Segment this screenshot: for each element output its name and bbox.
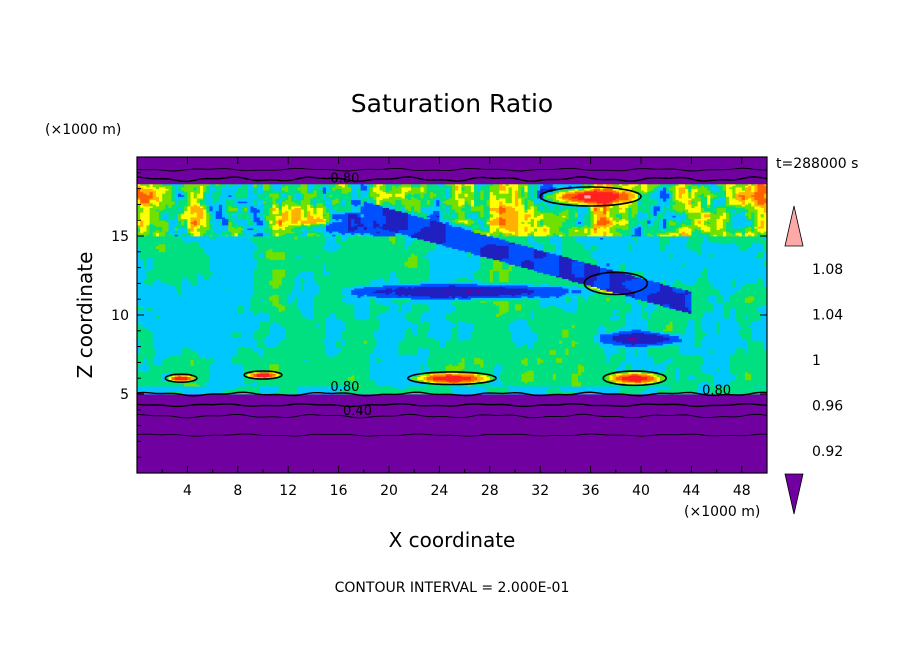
time-label: t=288000 s [776, 156, 858, 172]
y-unit-label: (×1000 m) [45, 122, 121, 138]
heatmap-field [137, 157, 767, 473]
chart-title: Saturation Ratio [351, 89, 553, 118]
